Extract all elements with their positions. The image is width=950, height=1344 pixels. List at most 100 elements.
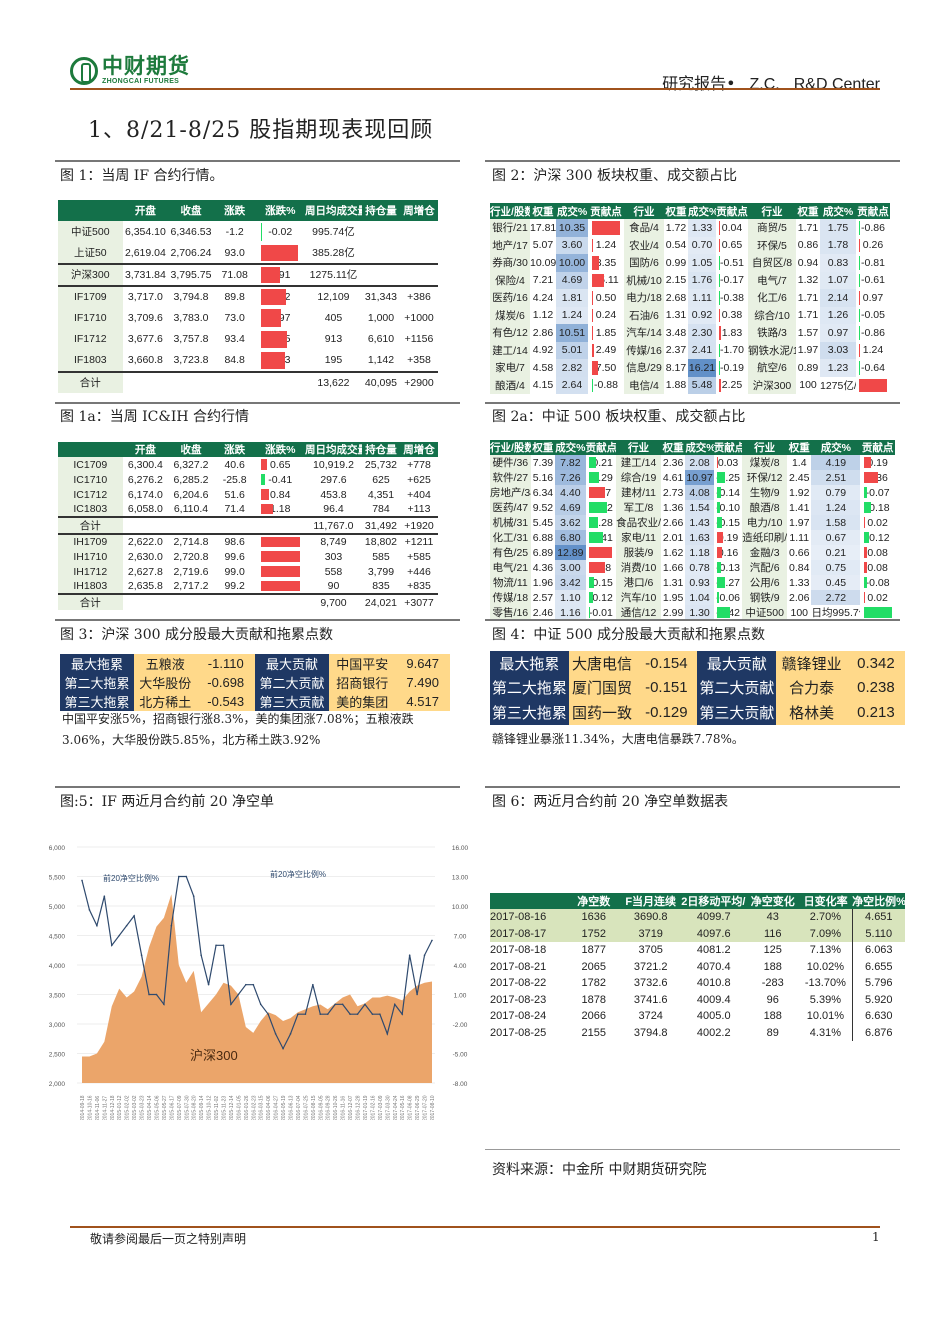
table-cell: -0.698	[196, 673, 255, 692]
cell-value: 招商银行	[336, 676, 389, 691]
cell-value: 453.8	[320, 488, 347, 501]
table-cell: 0.78	[685, 560, 714, 575]
negative-bar	[859, 256, 861, 270]
cell-value: 17.81	[530, 221, 556, 234]
cell-value: 5.45	[532, 516, 554, 529]
table-cell: 1.31	[661, 575, 685, 590]
x-tick-label: 2017-05-16	[400, 1095, 406, 1120]
cell-value: 4.58	[532, 361, 554, 374]
table-cell: 国防/6	[624, 254, 664, 272]
cell-value: -0.12	[588, 591, 613, 604]
table-row: 券商/30 10.09 10.00 8.35 国防/6 0.99 1.05 -0.51 自贸区/…	[490, 254, 890, 272]
cell-value: +2900	[404, 376, 434, 389]
table-cell: 机械/10	[624, 271, 664, 289]
negative-bar	[716, 562, 721, 573]
cell-value: 房地产/34	[490, 487, 531, 499]
cell-value: 9,700	[320, 596, 347, 609]
table-cell: 7.82	[555, 455, 586, 470]
column-header: 行业	[742, 440, 788, 455]
table-cell: 1.33	[688, 219, 716, 237]
table-cell: 食品农业/1	[616, 515, 661, 530]
cell-value: 1.54	[689, 501, 710, 514]
ratio-point	[103, 895, 106, 897]
cell-value: 4.24	[532, 291, 554, 304]
table-cell: 8.17	[664, 359, 688, 377]
hs300-sector-table: 行业/股数 权重 成交% 贡献点 行业 权重 成交% 贡献点 行业 权重 成交% 贡献点 银行/21 17…	[490, 203, 890, 394]
cell-value: 传媒/16	[626, 344, 662, 357]
cell-value: 电气/7	[757, 274, 787, 287]
x-tick-label: 2016-01-05	[236, 1095, 242, 1120]
table-row: 沪深300 3,731.84 3,795.75 71.08 1.91 1275.11亿	[58, 264, 438, 286]
table-cell: 0.238	[846, 675, 905, 700]
x-tick-label: 2016-09-05	[318, 1095, 324, 1120]
cell-value: 金融/3	[749, 547, 780, 559]
table-cell: 电气/7	[748, 271, 796, 289]
cell-value: 0.02	[867, 516, 888, 529]
column-header: 成交%	[556, 203, 588, 219]
cell-value: 煤炭/6	[495, 309, 525, 322]
cell-value: 7.26	[560, 471, 581, 484]
cell-value: 51.6	[224, 488, 245, 501]
column-header: 成交%	[688, 203, 716, 219]
cell-value: 6.876	[865, 1026, 893, 1039]
cell-value: 食品农业/1	[616, 517, 661, 529]
cell-value: 0.45	[825, 576, 847, 589]
table-cell: -0.52	[586, 500, 617, 515]
cell-value: IH1709	[73, 536, 108, 548]
x-tick-label: 2015-08-20	[192, 1095, 198, 1120]
table-row: 零售/162.46 1.16 -0.01 通信/12 2.99 1.30 -0.42中证50…	[490, 605, 895, 620]
cell-value: 1.72	[665, 221, 687, 234]
table-cell: 93.4	[214, 329, 256, 351]
table-cell: 大华股份	[134, 673, 197, 692]
table-cell: 89.8	[214, 286, 256, 308]
table-cell	[214, 372, 256, 394]
table-cell: -0.154	[635, 651, 698, 676]
table-cell: 电信/4	[624, 376, 664, 394]
cell-value: 石油/6	[629, 309, 659, 322]
cell-value: 五粮液	[145, 657, 185, 672]
table-row: IH1712 2,627.8 2,719.6 99.0 3.78 558 3,799 +446	[58, 564, 438, 579]
positive-bar	[591, 326, 594, 340]
column-header: 行业/股数	[490, 440, 531, 455]
cell-value: 31,343	[364, 290, 398, 303]
table-cell: 2065	[567, 959, 620, 976]
right-tick-label: 10.00	[452, 904, 469, 911]
table-cell: -1.23	[860, 605, 895, 620]
ratio-point	[125, 924, 128, 927]
cell-value: 券商/30	[492, 257, 528, 270]
ratio-point	[326, 1013, 329, 1015]
cell-value: 7.39	[532, 456, 554, 469]
table-cell: 0.84	[787, 560, 811, 575]
cell-value: 4081.2	[696, 944, 731, 957]
table-cell: 1.12	[530, 307, 556, 325]
table-cell: 6,174.0	[123, 487, 169, 502]
table-cell: 食品/4	[624, 219, 664, 237]
column-header: 权重	[530, 203, 556, 219]
cell-value: 6.80	[560, 531, 581, 544]
ratio-point	[319, 1013, 322, 1015]
table-cell: 2.82	[556, 359, 588, 377]
table-cell: 784	[362, 502, 400, 517]
table-cell: 汽配/6	[742, 560, 788, 575]
x-tick-label: 2016-09-28	[326, 1095, 332, 1120]
cell-value: 7.50	[595, 361, 617, 374]
table-cell: 2017-08-25	[490, 1025, 567, 1042]
negative-bar	[591, 378, 593, 392]
cell-value: 4009.4	[696, 993, 731, 1006]
table-cell: 99.2	[214, 579, 256, 594]
table-cell: 合计	[58, 517, 123, 534]
table-cell: 3,757.8	[168, 329, 214, 351]
cell-value: IF1710	[73, 311, 107, 324]
table-cell: 第三大拖累	[60, 692, 135, 711]
series-label-ratio: 前20净空比例%	[103, 873, 159, 883]
table-cell: IH1712	[58, 564, 123, 579]
cell-value: -0.08	[865, 576, 890, 589]
cell-value: IF1803	[73, 354, 107, 367]
table-cell: 1.78	[820, 236, 856, 254]
cell-value: 0.79	[825, 486, 847, 499]
table-cell: 消费/10	[616, 560, 661, 575]
cell-value: +778	[407, 458, 431, 471]
table-row: 房地产/346.34 4.40 0.47 建材/11 2.73 4.08 -0.14 生物/9…	[490, 485, 895, 500]
table-cell: 第二大拖累	[60, 673, 135, 692]
